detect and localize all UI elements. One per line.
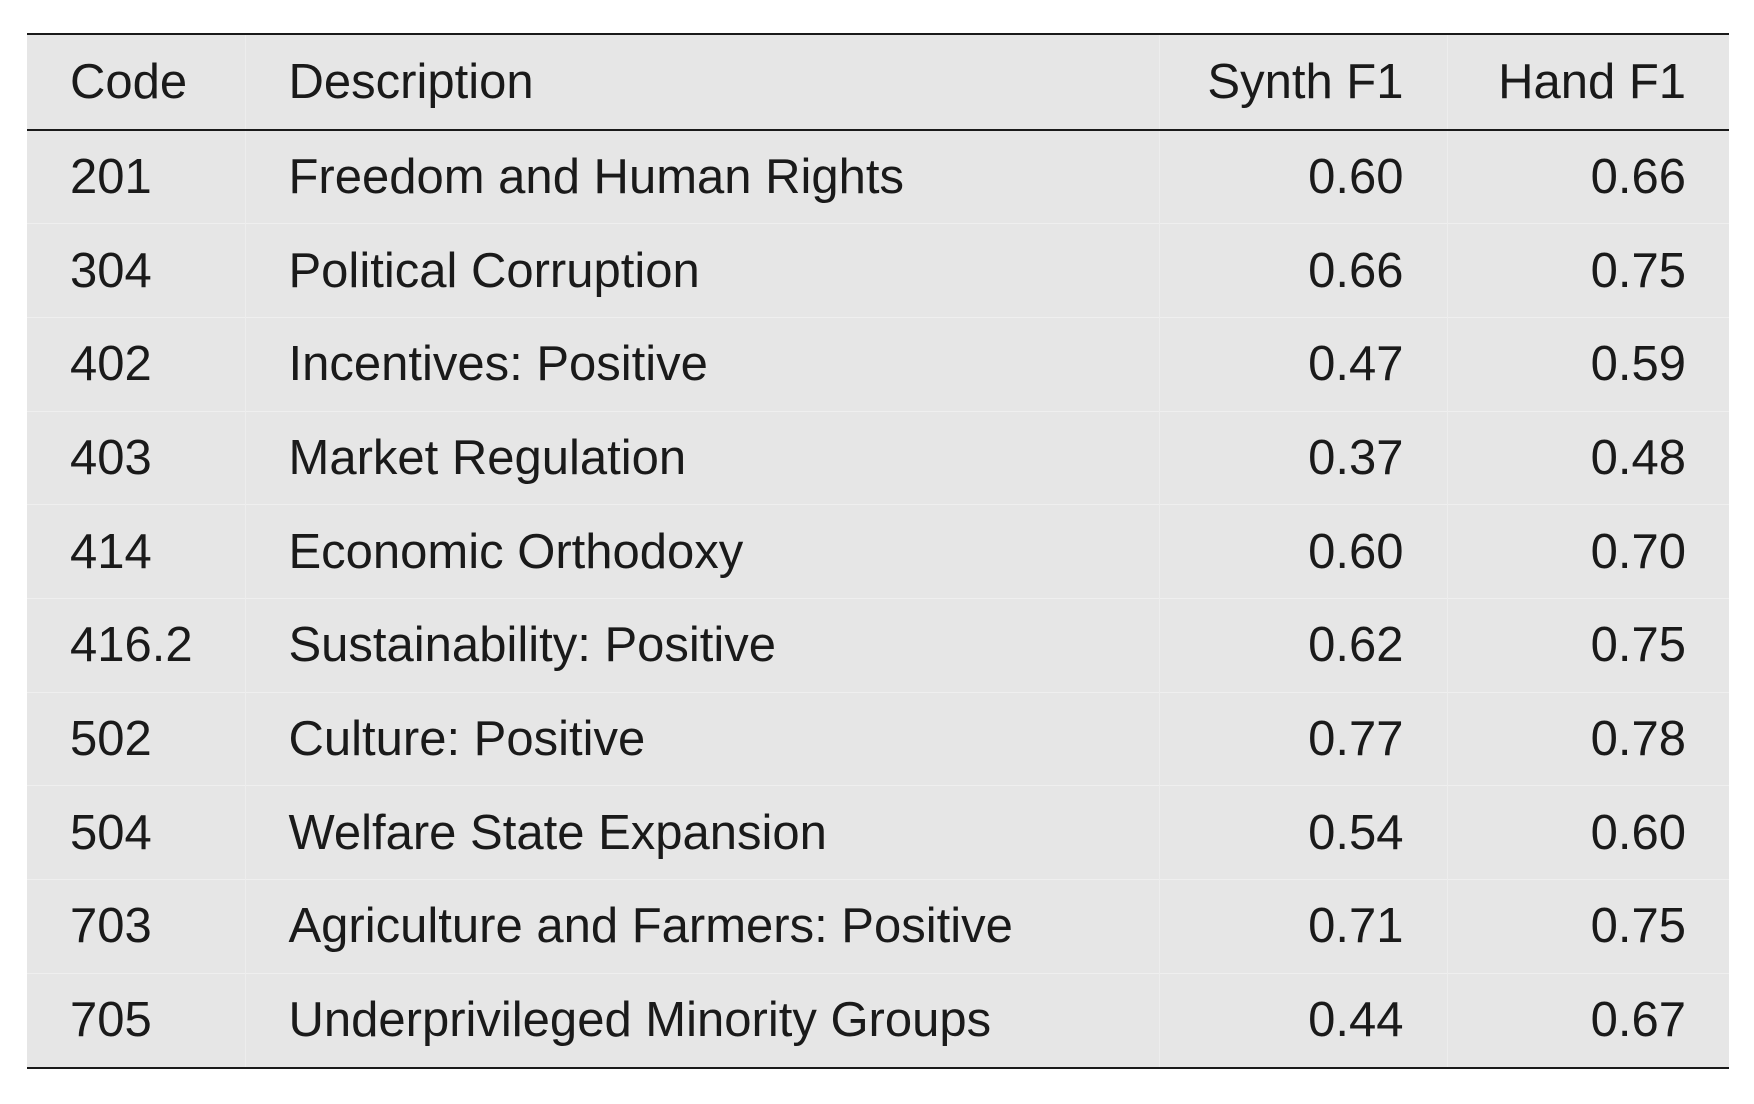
cell-code: 201 [27, 130, 246, 224]
table-header: Code Description Synth F1 Hand F1 [27, 35, 1729, 130]
cell-code: 502 [27, 692, 246, 786]
cell-hand-f1: 0.75 [1590, 243, 1686, 298]
cell-description: Political Corruption [245, 223, 1160, 318]
header-code: Code [27, 35, 246, 130]
cell-description: Sustainability: Positive [245, 598, 1160, 693]
cell-synth-f1: 0.71 [1159, 879, 1448, 974]
table-row: 304 Political Corruption 0.66 0.75 [27, 223, 1729, 318]
cell-code: 403 [27, 411, 246, 505]
table-row: 402 Incentives: Positive 0.47 0.59 [27, 317, 1729, 412]
cell-description: Underprivileged Minority Groups [245, 973, 1160, 1067]
cell-description: Welfare State Expansion [245, 785, 1160, 880]
table-row: 703 Agriculture and Farmers: Positive 0.… [27, 879, 1729, 974]
cell-code: 402 [27, 317, 246, 412]
cell-description: Freedom and Human Rights [245, 130, 1160, 224]
header-row: Code Description Synth F1 Hand F1 [27, 35, 1729, 130]
table-row: 414 Economic Orthodoxy 0.60 0.70 [27, 504, 1729, 599]
cell-hand-f1: 0.60 [1590, 805, 1686, 860]
cell-description: Agriculture and Farmers: Positive [245, 879, 1160, 974]
header-synth-f1: Synth F1 [1159, 35, 1448, 130]
cell-synth-f1: 0.62 [1159, 598, 1448, 693]
cell-synth-f1: 0.77 [1159, 692, 1448, 786]
cell-hand-f1: 0.66 [1590, 150, 1686, 205]
cell-description: Market Regulation [245, 411, 1160, 505]
cell-synth-f1: 0.66 [1159, 223, 1448, 318]
cell-hand-f1: 0.70 [1590, 524, 1686, 579]
cell-code: 703 [27, 879, 246, 974]
table-row: 705 Underprivileged Minority Groups 0.44… [27, 973, 1729, 1067]
cell-description: Incentives: Positive [245, 317, 1160, 412]
table-row: 201 Freedom and Human Rights 0.60 0.66 [27, 130, 1729, 224]
table-row: 502 Culture: Positive 0.77 0.78 [27, 692, 1729, 786]
cell-synth-f1: 0.60 [1159, 130, 1448, 224]
table-row: 403 Market Regulation 0.37 0.48 [27, 411, 1729, 505]
results-table: Code Description Synth F1 Hand F1 201 Fr… [27, 35, 1729, 1067]
cell-code: 705 [27, 973, 246, 1067]
cell-code: 416.2 [27, 598, 246, 693]
cell-code: 304 [27, 223, 246, 318]
cell-hand-f1: 0.75 [1590, 899, 1686, 954]
cell-description: Culture: Positive [245, 692, 1160, 786]
cell-description: Economic Orthodoxy [245, 504, 1160, 599]
cell-hand-f1: 0.48 [1590, 430, 1686, 485]
cell-synth-f1: 0.44 [1159, 973, 1448, 1067]
header-hand-f1: Hand F1 [1498, 55, 1686, 109]
table-row: 416.2 Sustainability: Positive 0.62 0.75 [27, 598, 1729, 693]
table-row: 504 Welfare State Expansion 0.54 0.60 [27, 785, 1729, 880]
cell-hand-f1: 0.67 [1590, 993, 1686, 1048]
cell-hand-f1: 0.75 [1590, 618, 1686, 673]
table-body: 201 Freedom and Human Rights 0.60 0.66 3… [27, 130, 1729, 1067]
header-description: Description [245, 35, 1160, 130]
cell-synth-f1: 0.54 [1159, 785, 1448, 880]
cell-synth-f1: 0.47 [1159, 317, 1448, 412]
cell-synth-f1: 0.37 [1159, 411, 1448, 505]
cell-synth-f1: 0.60 [1159, 504, 1448, 599]
results-table-container: Code Description Synth F1 Hand F1 201 Fr… [27, 33, 1729, 1069]
cell-hand-f1: 0.78 [1590, 711, 1686, 766]
cell-code: 414 [27, 504, 246, 599]
cell-code: 504 [27, 785, 246, 880]
cell-hand-f1: 0.59 [1590, 337, 1686, 392]
